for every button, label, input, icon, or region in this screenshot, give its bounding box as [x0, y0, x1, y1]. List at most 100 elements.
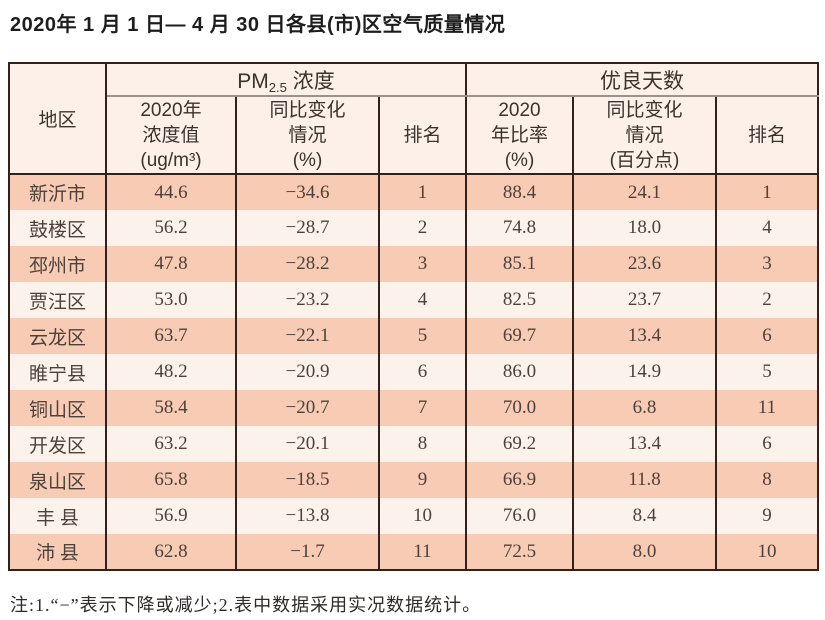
- cell-pm-value: 47.8: [105, 246, 237, 282]
- footnote: 注:1.“−”表示下降或减少;2.表中数据采用实况数据统计。: [10, 595, 482, 615]
- col-header-pm-change: 同比变化 情况 (%): [235, 96, 380, 175]
- cell-pm-value: 53.0: [105, 282, 237, 318]
- cell-pm-rank: 11: [378, 534, 467, 570]
- table-row: 开发区 63.2 −20.1 8 69.2 13.4 6: [8, 426, 820, 462]
- cell-pm-value: 62.8: [105, 534, 237, 570]
- col-header-region: 地区: [8, 63, 107, 175]
- cell-days-rank: 1: [714, 174, 820, 210]
- cell-region: 新沂市: [8, 174, 107, 210]
- col-header-days-rate: 2020 年比率 (%): [465, 96, 574, 175]
- cell-days-rank: 3: [714, 246, 820, 282]
- header-line: 2020: [498, 99, 541, 121]
- cell-days-rank: 11: [714, 390, 820, 426]
- cell-days-rate: 88.4: [465, 174, 574, 210]
- col-header-days-change: 同比变化 情况 (百分点): [572, 96, 717, 175]
- cell-days-rate: 86.0: [465, 354, 574, 390]
- cell-pm-change: −20.9: [235, 354, 380, 390]
- cell-days-change: 8.4: [572, 498, 717, 534]
- cell-region: 开发区: [8, 426, 107, 462]
- cell-pm-change: −28.7: [235, 210, 380, 246]
- cell-days-rate: 72.5: [465, 534, 574, 570]
- cell-days-rate: 70.0: [465, 390, 574, 426]
- cell-pm-value: 56.9: [105, 498, 237, 534]
- cell-region: 睢宁县: [8, 354, 107, 390]
- cell-pm-rank: 2: [378, 210, 467, 246]
- cell-pm-rank: 10: [378, 498, 467, 534]
- cell-pm-rank: 5: [378, 318, 467, 354]
- header-line: (%): [504, 149, 535, 171]
- cell-pm-value: 44.6: [105, 174, 237, 210]
- cell-pm-change: −28.2: [235, 246, 380, 282]
- cell-region: 铜山区: [8, 390, 107, 426]
- cell-pm-rank: 7: [378, 390, 467, 426]
- cell-days-change: 13.4: [572, 426, 717, 462]
- cell-days-rate: 66.9: [465, 462, 574, 498]
- cell-pm-change: −20.1: [235, 426, 380, 462]
- cell-days-change: 13.4: [572, 318, 717, 354]
- header-line: 同比变化: [269, 99, 346, 121]
- header-line: 浓度值: [142, 124, 200, 146]
- cell-days-change: 14.9: [572, 354, 717, 390]
- cell-pm-value: 63.7: [105, 318, 237, 354]
- cell-days-rate: 82.5: [465, 282, 574, 318]
- header-line: 情况: [288, 124, 327, 146]
- cell-days-rate: 76.0: [465, 498, 574, 534]
- cell-days-change: 11.8: [572, 462, 717, 498]
- air-quality-table: 地区 PM2.5 浓度 优良天数 2020年 浓度值 (ug/m³) 同比变化 …: [8, 62, 820, 571]
- cell-days-rate: 74.8: [465, 210, 574, 246]
- pm25-label-suffix: 浓度: [286, 69, 335, 93]
- header-line: 年比率: [490, 124, 548, 146]
- cell-days-rank: 6: [714, 426, 820, 462]
- table-row: 云龙区 63.7 −22.1 5 69.7 13.4 6: [8, 318, 820, 354]
- cell-pm-change: −34.6: [235, 174, 380, 210]
- header-line: 同比变化: [606, 99, 683, 121]
- page: 2020年 1 月 1 日— 4 月 30 日各县(市)区空气质量情况 地区 P…: [0, 12, 825, 617]
- table-row: 睢宁县 48.2 −20.9 6 86.0 14.9 5: [8, 354, 820, 390]
- table-body: 新沂市 44.6 −34.6 1 88.4 24.1 1 鼓楼区 56.2 −28.7 2 74.8 1…: [8, 174, 820, 570]
- cell-pm-change: −23.2: [235, 282, 380, 318]
- table-row: 沛 县 62.8 −1.7 11 72.5 8.0 10: [8, 534, 820, 570]
- header-line: 排名: [403, 124, 442, 146]
- cell-pm-value: 56.2: [105, 210, 237, 246]
- header-row-groups: 地区 PM2.5 浓度 优良天数: [8, 63, 820, 175]
- col-header-days-rank: 排名: [714, 96, 820, 175]
- page-title: 2020年 1 月 1 日— 4 月 30 日各县(市)区空气质量情况: [10, 14, 506, 36]
- cell-days-rank: 8: [714, 462, 820, 498]
- header-line: 情况: [625, 124, 664, 146]
- col-header-pm-rank: 排名: [378, 96, 467, 175]
- table-row: 鼓楼区 56.2 −28.7 2 74.8 18.0 4: [8, 210, 820, 246]
- header-row-columns: 2020年 浓度值 (ug/m³) 同比变化 情况 (%) 排名 2020 年比…: [9, 96, 820, 175]
- cell-pm-rank: 1: [378, 174, 467, 210]
- header-line: (%): [292, 149, 323, 171]
- header-line: 排名: [748, 124, 787, 146]
- cell-days-rate: 85.1: [465, 246, 574, 282]
- pm25-label-subscript: 2.5: [268, 79, 287, 95]
- cell-days-rank: 6: [714, 318, 820, 354]
- cell-region: 沛 县: [8, 534, 107, 570]
- cell-pm-change: −13.8: [235, 498, 380, 534]
- cell-days-rank: 4: [714, 210, 820, 246]
- cell-pm-value: 63.2: [105, 426, 237, 462]
- table-row: 丰 县 56.9 −13.8 10 76.0 8.4 9: [8, 498, 820, 534]
- pm25-label-prefix: PM: [237, 69, 269, 93]
- cell-region: 云龙区: [8, 318, 107, 354]
- cell-days-change: 8.0: [572, 534, 717, 570]
- cell-days-rate: 69.7: [465, 318, 574, 354]
- cell-days-change: 23.7: [572, 282, 717, 318]
- header-line: (ug/m³): [140, 149, 202, 171]
- cell-pm-rank: 4: [378, 282, 467, 318]
- header-line: 2020年: [140, 99, 202, 121]
- cell-pm-value: 65.8: [105, 462, 237, 498]
- cell-days-change: 23.6: [572, 246, 717, 282]
- cell-days-rank: 9: [714, 498, 820, 534]
- cell-region: 贾汪区: [8, 282, 107, 318]
- cell-pm-value: 58.4: [105, 390, 237, 426]
- cell-days-change: 18.0: [572, 210, 717, 246]
- cell-region: 丰 县: [8, 498, 107, 534]
- table-header: 地区 PM2.5 浓度 优良天数 2020年 浓度值 (ug/m³) 同比变化 …: [8, 63, 820, 175]
- cell-pm-rank: 9: [378, 462, 467, 498]
- cell-pm-value: 48.2: [105, 354, 237, 390]
- table-row: 新沂市 44.6 −34.6 1 88.4 24.1 1: [8, 174, 820, 210]
- table-row: 泉山区 65.8 −18.5 9 66.9 11.8 8: [8, 462, 820, 498]
- cell-pm-rank: 8: [378, 426, 467, 462]
